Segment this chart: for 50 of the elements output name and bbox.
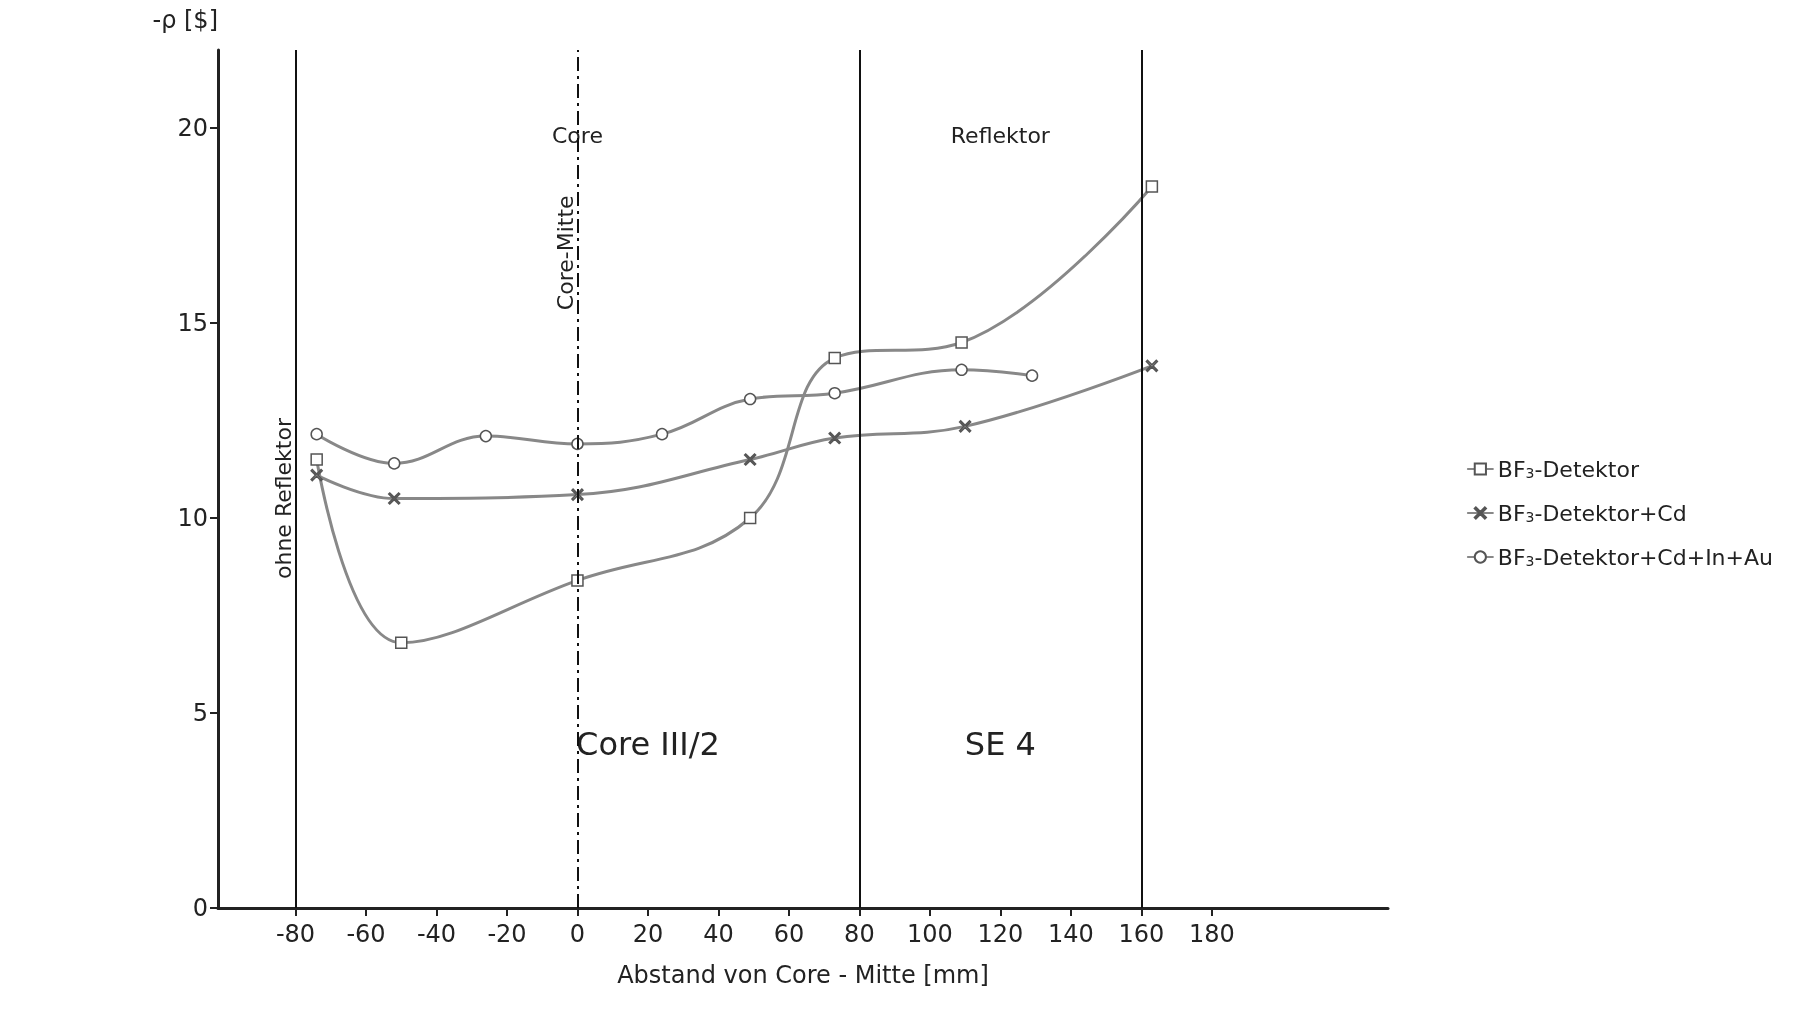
- point: [955, 363, 968, 377]
- x-tick-label: 80: [844, 920, 875, 948]
- annotation: Core: [552, 123, 603, 149]
- x-tick-label: 120: [977, 920, 1024, 948]
- x-tick-label: 100: [906, 920, 953, 948]
- ref-line-label: ohne Reflektor: [271, 417, 297, 579]
- x-tick-label: -40: [416, 920, 457, 948]
- point: [310, 427, 323, 441]
- y-tick-label: 20: [177, 114, 208, 142]
- legend-label: BF3-Detektor+Cd: [1497, 500, 1687, 526]
- x-axis-title: Abstand von Core - Mitte [mm]: [617, 961, 989, 989]
- point: [395, 636, 408, 650]
- annotation: Core III/2: [576, 725, 720, 764]
- y-tick-label: 15: [177, 309, 208, 337]
- point: [1025, 369, 1039, 382]
- y-tick-label: 5: [192, 699, 208, 727]
- x-tick-label: 180: [1188, 920, 1235, 948]
- x-tick-label: 140: [1047, 920, 1094, 948]
- x-tick-label: 0: [569, 920, 586, 948]
- point: [387, 492, 401, 505]
- y-axis-title: -ρ [$]: [152, 6, 218, 34]
- point: [310, 468, 323, 482]
- annotation: Reflektor: [950, 123, 1051, 149]
- legend-label: BF3-Detektor+Cd+In+Au: [1497, 544, 1773, 570]
- point: [743, 453, 757, 466]
- x-tick-label: -60: [346, 920, 386, 948]
- point: [479, 429, 493, 443]
- x-tick-label: 20: [632, 920, 664, 948]
- point: [828, 431, 841, 445]
- point: [387, 457, 401, 470]
- ref-line-label: Core-Mitte: [552, 195, 578, 311]
- point: [958, 420, 972, 433]
- point: [828, 351, 841, 365]
- point: [1145, 359, 1159, 373]
- x-tick-label: -80: [275, 920, 316, 948]
- x-tick-label: 40: [703, 920, 734, 948]
- point: [955, 336, 968, 349]
- x-tick-label: -20: [487, 920, 527, 948]
- x-tick-label: 60: [773, 920, 805, 948]
- legend-label: BF3-Detektor: [1497, 456, 1640, 482]
- annotation: SE 4: [964, 725, 1036, 764]
- point: [1145, 180, 1159, 193]
- point: [310, 453, 323, 466]
- point: [743, 511, 757, 525]
- point: [828, 386, 841, 400]
- y-tick-label: 0: [192, 894, 208, 922]
- x-tick-label: 160: [1118, 920, 1165, 948]
- y-tick-label: 10: [177, 504, 208, 532]
- point: [655, 427, 669, 441]
- point: [743, 392, 757, 406]
